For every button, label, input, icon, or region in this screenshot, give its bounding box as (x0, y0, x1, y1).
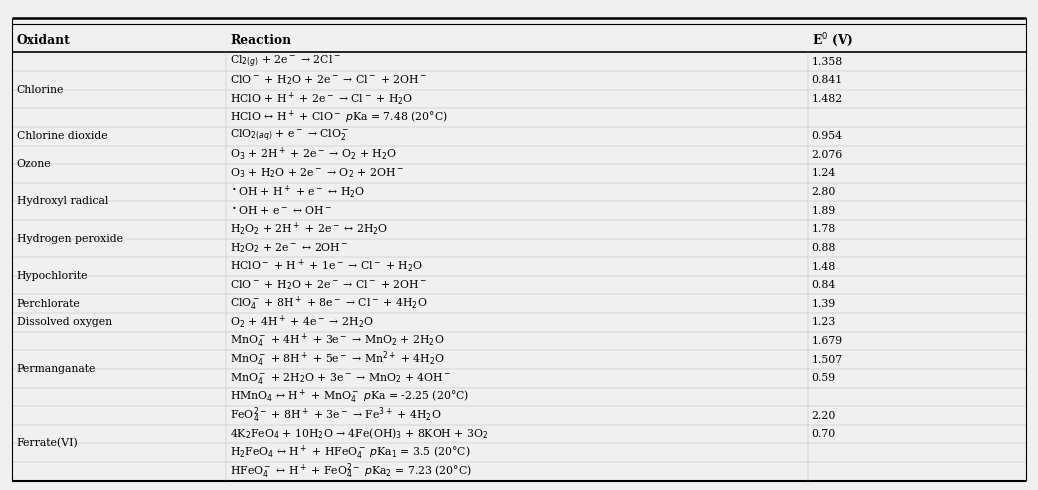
Text: HFeO$_4^-$ ↔ H$^+$ + FeO$_4^{2-}$ $p$Ka$_2$ = 7.23 (20°C): HFeO$_4^-$ ↔ H$^+$ + FeO$_4^{2-}$ $p$Ka$… (230, 462, 472, 481)
Text: 0.84: 0.84 (812, 280, 836, 290)
Text: 0.954: 0.954 (812, 131, 843, 141)
Text: O$_3$ + H$_2$O + 2e$^-$ → O$_2$ + 2OH$^-$: O$_3$ + H$_2$O + 2e$^-$ → O$_2$ + 2OH$^-… (230, 167, 404, 180)
Text: 0.88: 0.88 (812, 243, 836, 253)
Text: $^\bullet$OH + e$^-$ ↔ OH$^-$: $^\bullet$OH + e$^-$ ↔ OH$^-$ (230, 204, 333, 217)
Text: E$^0$ (V): E$^0$ (V) (812, 31, 853, 49)
Text: HClO + H$^+$ + 2e$^-$ → Cl$^-$ + H$_2$O: HClO + H$^+$ + 2e$^-$ → Cl$^-$ + H$_2$O (230, 91, 414, 107)
Text: Oxidant: Oxidant (17, 34, 71, 47)
Text: Cl$_{2(g)}$ + 2e$^-$ → 2Cl$^-$: Cl$_{2(g)}$ + 2e$^-$ → 2Cl$^-$ (230, 53, 342, 70)
Text: H$_2$FeO$_4$ ↔ H$^+$ + HFeO$_4^-$ $p$Ka$_1$ = 3.5 (20°C): H$_2$FeO$_4$ ↔ H$^+$ + HFeO$_4^-$ $p$Ka$… (230, 443, 471, 462)
Text: $^\bullet$OH + H$^+$ + e$^-$ ↔ H$_2$O: $^\bullet$OH + H$^+$ + e$^-$ ↔ H$_2$O (230, 184, 365, 200)
Text: O$_3$ + 2H$^+$ + 2e$^-$ → O$_2$ + H$_2$O: O$_3$ + 2H$^+$ + 2e$^-$ → O$_2$ + H$_2$O (230, 147, 398, 163)
Text: ClO$_{2(aq)}$ + e$^-$ → ClO$_2^-$: ClO$_{2(aq)}$ + e$^-$ → ClO$_2^-$ (230, 128, 350, 145)
Text: Dissolved oxygen: Dissolved oxygen (17, 318, 112, 327)
Text: ClO$^-$ + H$_2$O + 2e$^-$ → Cl$^-$ + 2OH$^-$: ClO$^-$ + H$_2$O + 2e$^-$ → Cl$^-$ + 2OH… (230, 278, 428, 292)
Text: 1.39: 1.39 (812, 299, 836, 309)
Text: 1.23: 1.23 (812, 318, 836, 327)
Text: Hydroxyl radical: Hydroxyl radical (17, 196, 108, 206)
Text: HClO ↔ H$^+$ + ClO$^-$ $p$Ka = 7.48 (20°C): HClO ↔ H$^+$ + ClO$^-$ $p$Ka = 7.48 (20°… (230, 109, 448, 126)
Text: Chlorine: Chlorine (17, 85, 64, 95)
Text: H$_2$O$_2$ + 2H$^+$ + 2e$^-$ ↔ 2H$_2$O: H$_2$O$_2$ + 2H$^+$ + 2e$^-$ ↔ 2H$_2$O (230, 221, 388, 238)
Text: Perchlorate: Perchlorate (17, 299, 80, 309)
Text: O$_2$ + 4H$^+$ + 4e$^-$ → 2H$_2$O: O$_2$ + 4H$^+$ + 4e$^-$ → 2H$_2$O (230, 314, 374, 331)
Text: Chlorine dioxide: Chlorine dioxide (17, 131, 107, 141)
Text: FeO$_4^{2-}$ + 8H$^+$ + 3e$^-$ → Fe$^{3+}$ + 4H$_2$O: FeO$_4^{2-}$ + 8H$^+$ + 3e$^-$ → Fe$^{3+… (230, 406, 442, 425)
Text: 1.358: 1.358 (812, 57, 843, 67)
Text: Permanganate: Permanganate (17, 364, 95, 374)
Text: 1.24: 1.24 (812, 169, 836, 178)
Text: ClO$^-$ + H$_2$O + 2e$^-$ → Cl$^-$ + 2OH$^-$: ClO$^-$ + H$_2$O + 2e$^-$ → Cl$^-$ + 2OH… (230, 74, 428, 87)
Text: 1.482: 1.482 (812, 94, 843, 104)
Text: MnO$_4^-$ + 4H$^+$ + 3e$^-$ → MnO$_2$ + 2H$_2$O: MnO$_4^-$ + 4H$^+$ + 3e$^-$ → MnO$_2$ + … (230, 332, 445, 350)
Text: 0.841: 0.841 (812, 75, 843, 85)
Text: 1.507: 1.507 (812, 355, 843, 365)
Text: 1.89: 1.89 (812, 206, 836, 216)
Text: HMnO$_4$ ↔ H$^+$ + MnO$_4^-$ $p$Ka = -2.25 (20°C): HMnO$_4$ ↔ H$^+$ + MnO$_4^-$ $p$Ka = -2.… (230, 388, 469, 406)
Text: 2.20: 2.20 (812, 411, 836, 420)
Text: Ozone: Ozone (17, 159, 51, 169)
Text: 2.80: 2.80 (812, 187, 836, 197)
Text: MnO$_4^-$ + 2H$_2$O + 3e$^-$ → MnO$_2$ + 4OH$^-$: MnO$_4^-$ + 2H$_2$O + 3e$^-$ → MnO$_2$ +… (230, 371, 452, 386)
Text: 1.679: 1.679 (812, 336, 843, 346)
Text: 1.78: 1.78 (812, 224, 836, 234)
Text: ClO$_4^-$ + 8H$^+$ + 8e$^-$ → Cl$^-$ + 4H$_2$O: ClO$_4^-$ + 8H$^+$ + 8e$^-$ → Cl$^-$ + 4… (230, 294, 428, 313)
Text: 1.48: 1.48 (812, 262, 836, 271)
Text: Hypochlorite: Hypochlorite (17, 271, 88, 281)
Text: 2.076: 2.076 (812, 150, 843, 160)
Text: H$_2$O$_2$ + 2e$^-$ ↔ 2OH$^-$: H$_2$O$_2$ + 2e$^-$ ↔ 2OH$^-$ (230, 241, 349, 255)
Text: MnO$_4^-$ + 8H$^+$ + 5e$^-$ → Mn$^{2+}$ + 4H$_2$O: MnO$_4^-$ + 8H$^+$ + 5e$^-$ → Mn$^{2+}$ … (230, 350, 445, 369)
Text: 0.59: 0.59 (812, 373, 836, 383)
Text: Hydrogen peroxide: Hydrogen peroxide (17, 234, 122, 244)
Text: 0.70: 0.70 (812, 429, 836, 439)
Text: Ferrate(VI): Ferrate(VI) (17, 438, 78, 449)
Text: 4K$_2$FeO$_4$ + 10H$_2$O → 4Fe(OH)$_3$ + 8KOH + 3O$_2$: 4K$_2$FeO$_4$ + 10H$_2$O → 4Fe(OH)$_3$ +… (230, 427, 489, 441)
Text: HClO$^-$ + H$^+$ + 1e$^-$ → Cl$^-$ + H$_2$O: HClO$^-$ + H$^+$ + 1e$^-$ → Cl$^-$ + H$_… (230, 258, 424, 275)
Text: Reaction: Reaction (230, 34, 292, 47)
